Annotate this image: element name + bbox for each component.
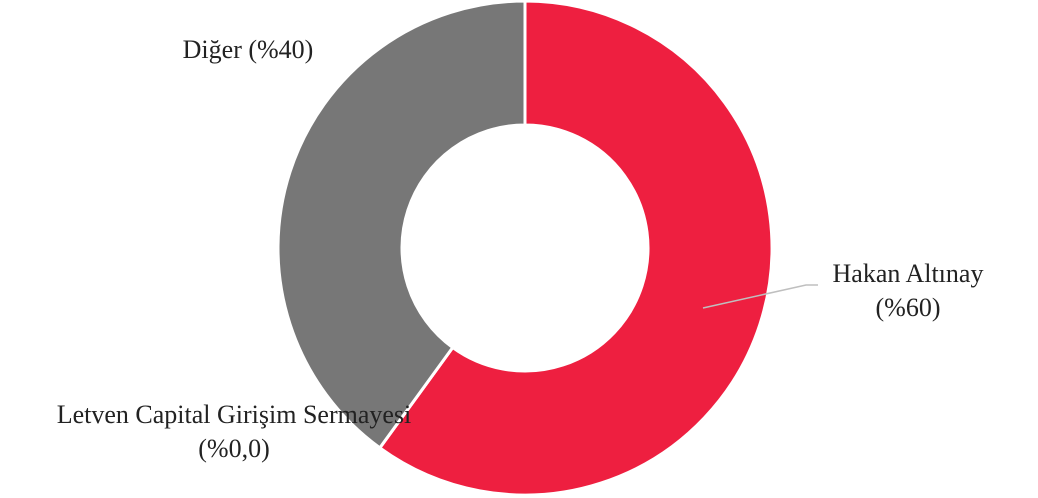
label-diger: Diğer (%40) [183,35,314,64]
label-letven-capital-girisim-sermayesi: Letven Capital Girişim Sermayesi (%0,0) [57,400,412,463]
label-line: Diğer (%40) [183,35,314,64]
slice-diger [276,0,527,450]
label-line: Hakan Altınay [833,259,984,288]
label-hakan-altinay: Hakan Altınay (%60) [833,259,984,322]
leader-lines [702,284,818,309]
leader-hakan-altinay [702,284,818,309]
slice-labels: Hakan Altınay (%60) Letven Capital Girişim… [57,35,984,463]
donut-slices [276,0,774,497]
label-line: (%0,0) [198,434,269,463]
label-line: Letven Capital Girişim Sermayesi [57,400,412,429]
slice-hakan-altinay [377,0,774,497]
label-line: (%60) [876,293,941,322]
